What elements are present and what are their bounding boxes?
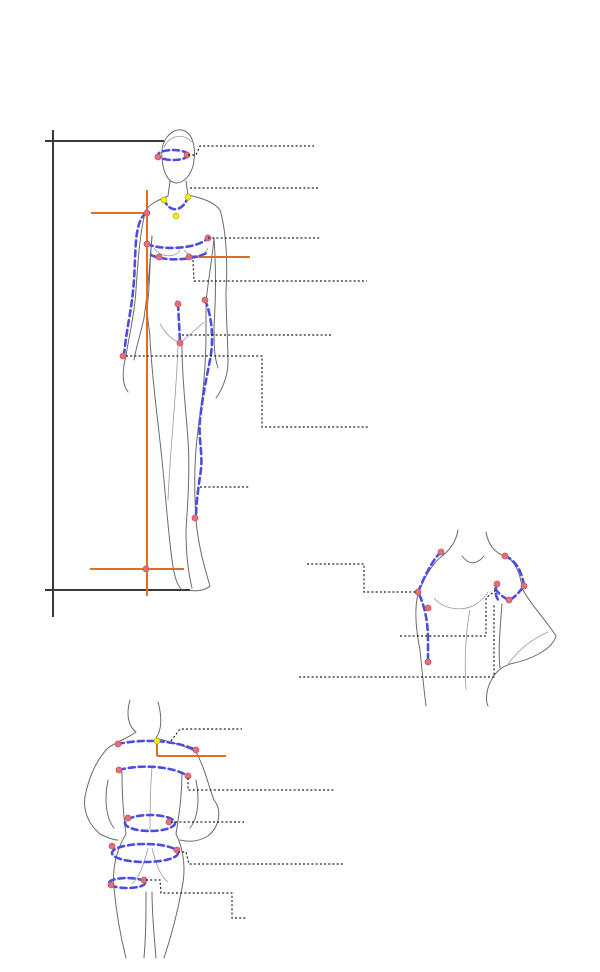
back-shoulder-right-point <box>192 746 200 754</box>
under-bust-left-point <box>155 253 163 261</box>
leader-head-circumference <box>188 145 314 156</box>
hip-back-left-point <box>108 842 116 850</box>
closeup-shoulder-right-point <box>501 552 509 560</box>
waist-back-left-point <box>124 814 132 822</box>
neck-right-point <box>184 193 192 201</box>
crotch-point <box>176 339 184 347</box>
back-figure <box>84 699 343 959</box>
thigh-back-left-point <box>107 881 115 889</box>
front-figure <box>45 129 368 617</box>
bust-line <box>145 236 210 250</box>
shoulder-point <box>143 209 151 217</box>
closeup-shoulder-left-point <box>437 548 445 556</box>
ankle-point <box>142 565 150 573</box>
head-circumference-line <box>156 148 190 162</box>
thigh-back-line <box>107 876 147 890</box>
leg-side-length-line <box>194 298 214 520</box>
closeup-armhole-outer-point <box>520 582 528 590</box>
back-body-outline <box>84 699 220 959</box>
back-width-left-point <box>115 766 123 774</box>
leader-thigh-back <box>146 879 246 919</box>
back-neck-point <box>153 737 161 745</box>
neck-base-line <box>162 195 190 211</box>
back-shoulder-left-point <box>114 740 122 748</box>
hip-side-point <box>201 296 209 304</box>
leader-back-width <box>187 778 335 791</box>
armhole-line <box>492 554 526 602</box>
closeup-figure <box>299 529 557 707</box>
closeup-arm-length-line <box>416 550 443 664</box>
leader-hip-back <box>178 851 343 865</box>
closeup-bicep-point <box>505 596 513 604</box>
leader-shoulder-arm <box>307 563 416 593</box>
knee-lower-point <box>191 514 199 522</box>
neck-left-point <box>160 196 168 204</box>
navel-point <box>174 300 182 308</box>
head-left-point <box>154 153 162 161</box>
closeup-armpit-point <box>414 588 422 596</box>
closeup-armhole-inner-point <box>493 580 501 588</box>
leader-back-neck <box>170 728 242 742</box>
under-bust-line <box>149 250 210 261</box>
leader-bicep <box>299 604 495 678</box>
closeup-elbow-point <box>424 604 432 612</box>
leader-arm-length <box>126 355 368 428</box>
arm-length-line <box>122 211 148 358</box>
bust-left-point <box>143 240 151 248</box>
leader-under-bust <box>192 259 367 282</box>
waist-back-line <box>123 813 177 833</box>
back-width-line <box>117 765 190 778</box>
wrist-point <box>119 352 127 360</box>
neck-front-point <box>172 212 180 220</box>
under-bust-right-point <box>185 253 193 261</box>
closeup-waist-point <box>424 658 432 666</box>
front-rise-line <box>176 302 182 344</box>
leader-armhole <box>400 589 497 637</box>
front-body-outline <box>122 129 229 592</box>
